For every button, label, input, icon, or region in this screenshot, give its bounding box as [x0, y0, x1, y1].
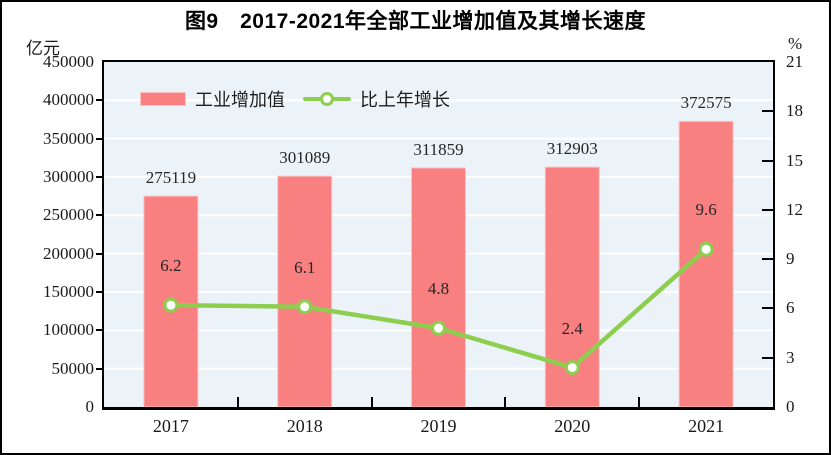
y-axis-tick-label-right: 9	[786, 249, 795, 269]
bar-value-label: 311859	[413, 139, 464, 159]
line-marker	[163, 297, 179, 313]
bar-value-label: 275119	[145, 168, 197, 188]
x-axis-label: 2017	[152, 416, 189, 436]
y-axis-tick-left	[96, 329, 104, 332]
line-marker	[431, 320, 446, 336]
plot-canvas	[104, 62, 773, 407]
x-axis-tick	[236, 397, 239, 407]
legend: 工业增加值 比上年增长	[140, 86, 450, 112]
line-value-label: 6.1	[294, 257, 316, 277]
line-value-label: 9.6	[695, 200, 717, 220]
y-axis-tick-left	[96, 176, 104, 178]
x-axis-label: 2019	[420, 416, 457, 436]
line-marker	[698, 241, 714, 257]
line-value-label: 6.2	[160, 256, 182, 276]
legend-item-bar: 工业增加值	[140, 86, 285, 112]
y-axis-tick-left	[96, 99, 104, 102]
y-axis-tick-left	[96, 252, 104, 255]
bar-value-label: 301089	[279, 148, 331, 168]
x-axis-label: 2021	[688, 416, 725, 436]
y-axis-tick-right	[762, 307, 773, 310]
legend-item-line: 比上年增长	[303, 86, 450, 112]
y-axis-tick-label-left: 200000	[43, 243, 94, 263]
bar-value-label: 372575	[680, 93, 732, 113]
y-axis-tick-right	[762, 110, 773, 113]
line-swatch-marker	[320, 92, 334, 106]
y-axis-tick-label-left: 0	[85, 397, 95, 416]
y-axis-tick-left	[96, 367, 104, 370]
y-axis-tick-label-right: 15	[786, 150, 803, 170]
y-axis-tick-left	[96, 214, 104, 217]
y-axis-tick-label-left: 250000	[43, 205, 94, 225]
y-axis-tick-label-right: 3	[786, 347, 795, 367]
bar-swatch-icon	[140, 92, 186, 106]
x-axis-tick	[504, 397, 507, 407]
legend-line-label: 比上年增长	[360, 90, 450, 110]
y-axis-tick-label-left: 100000	[43, 320, 94, 340]
plot-area	[102, 60, 775, 410]
x-axis-label: 2018	[286, 416, 323, 436]
bar	[277, 175, 333, 407]
y-axis-tick-right	[762, 159, 773, 162]
y-axis-tick-label-left: 50000	[51, 358, 95, 378]
y-axis-tick-label-right: 6	[786, 298, 795, 318]
line-marker	[564, 360, 580, 376]
bar	[411, 167, 466, 407]
y-axis-tick-right	[762, 258, 773, 261]
y-axis-tick-label-left: 300000	[43, 167, 94, 186]
right-axis-unit-label: %	[788, 34, 803, 53]
y-axis-tick-label-left: 450000	[43, 52, 94, 71]
line-value-label: 4.8	[427, 279, 450, 299]
line-marker	[297, 299, 313, 315]
x-axis-label: 2020	[554, 416, 591, 436]
line-swatch-icon	[303, 92, 351, 106]
y-axis-tick-right	[762, 356, 773, 359]
y-axis-tick-label-left: 400000	[43, 90, 94, 110]
legend-bar-label: 工业增加值	[195, 90, 285, 110]
y-axis-tick-right	[762, 208, 773, 211]
y-axis-tick-left	[96, 137, 104, 140]
chart-title: 图9 2017-2021年全部工业增加值及其增长速度	[184, 10, 647, 33]
bar-value-label: 312903	[546, 139, 598, 159]
left-axis-unit-label: 亿元	[26, 39, 60, 58]
y-axis-tick-left	[96, 291, 104, 293]
y-axis-tick-label-right: 18	[786, 101, 803, 121]
y-axis-tick-label-right: 21	[786, 52, 803, 71]
line-value-label: 2.4	[561, 318, 583, 338]
y-axis-tick-label-left: 150000	[43, 282, 94, 301]
y-axis-tick-label-left: 350000	[43, 128, 94, 148]
x-axis-tick	[638, 397, 641, 407]
y-axis-tick-label-right: 0	[786, 397, 795, 416]
x-axis-tick	[370, 397, 373, 407]
y-axis-tick-label-right: 12	[786, 199, 803, 219]
